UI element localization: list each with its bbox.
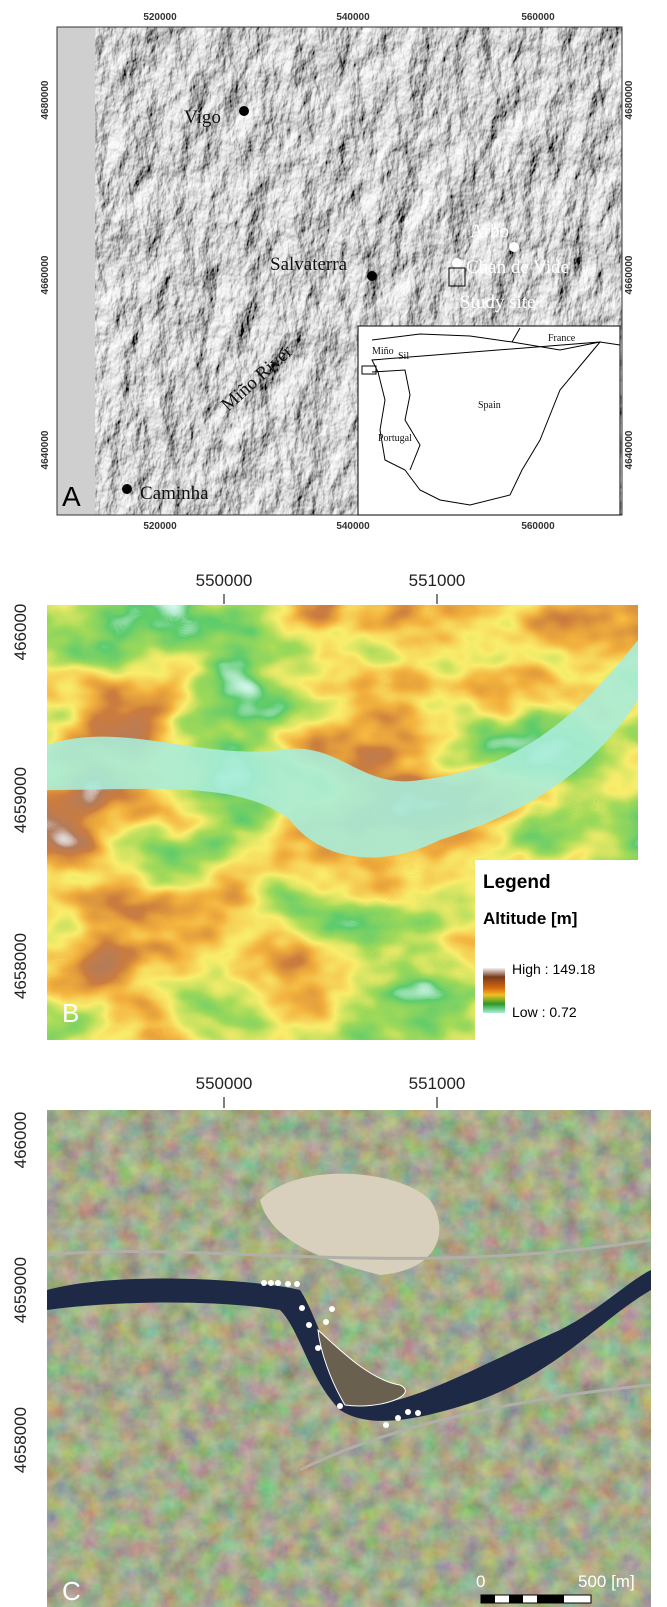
tick-label: 4640000 xyxy=(40,430,51,469)
tick-label: 4659000 xyxy=(11,767,30,833)
inset-label: Miño xyxy=(372,346,394,357)
place-dot xyxy=(367,271,377,281)
tick-label: 466000 xyxy=(11,1112,30,1169)
panel-label: C xyxy=(62,1576,81,1606)
legend-subtitle: Altitude [m] xyxy=(483,909,577,928)
panel-label: A xyxy=(62,481,81,512)
figure: 520000 540000 560000 520000 540000 56000… xyxy=(0,0,667,1607)
tick-label: 4660000 xyxy=(624,255,635,294)
place-dot xyxy=(122,484,132,494)
place-label: Salvaterra xyxy=(270,254,348,275)
scale-label: 500 [m] xyxy=(578,1572,635,1591)
tick-label: 4660000 xyxy=(40,255,51,294)
panel-label: B xyxy=(62,998,79,1028)
inset-label: Sil xyxy=(398,351,409,362)
tick-label: 520000 xyxy=(143,12,177,23)
tick-label: 540000 xyxy=(336,521,370,532)
tick-label: 560000 xyxy=(521,521,555,532)
place-label: Vigo xyxy=(184,107,221,128)
place-dot xyxy=(239,106,249,116)
tick-label: 560000 xyxy=(521,12,555,23)
tick-label: 4658000 xyxy=(11,933,30,999)
panel-b: 550000 551000 466000 4659000 4658000 Leg… xyxy=(11,571,638,1040)
place-label: Arbo xyxy=(470,221,509,242)
inset-map: France Spain Portugal Miño Sil xyxy=(358,326,620,515)
tick-label: 550000 xyxy=(196,571,253,590)
inset-label: Spain xyxy=(478,400,501,411)
place-dot xyxy=(509,242,519,252)
legend-colorbar xyxy=(483,968,505,1013)
place-dot xyxy=(452,258,462,268)
scale-label: 0 xyxy=(476,1572,485,1591)
tick-label: 4658000 xyxy=(11,1407,30,1473)
legend-high: High : 149.18 xyxy=(512,961,595,977)
tick-label: 540000 xyxy=(336,12,370,23)
tick-label: 4640000 xyxy=(624,430,635,469)
inset-label: France xyxy=(548,333,576,344)
inset-label: Portugal xyxy=(378,433,412,444)
tick-label: 520000 xyxy=(143,521,177,532)
tick-label: 551000 xyxy=(409,571,466,590)
place-label: Caminha xyxy=(140,483,209,504)
panel-a: 520000 540000 560000 520000 540000 56000… xyxy=(40,12,635,532)
panel-c: 550000 551000 466000 4659000 4658000 0 5… xyxy=(11,1074,651,1607)
legend-title: Legend xyxy=(483,872,551,893)
legend-low: Low : 0.72 xyxy=(512,1004,577,1020)
tick-label: 551000 xyxy=(409,1074,466,1093)
scale-bar xyxy=(481,1595,591,1603)
place-label: Chan de Vide xyxy=(466,257,569,278)
tick-label: 466000 xyxy=(11,604,30,661)
tick-label: 4680000 xyxy=(40,80,51,119)
place-label: Study site xyxy=(460,292,535,313)
tick-label: 4659000 xyxy=(11,1257,30,1323)
tick-label: 550000 xyxy=(196,1074,253,1093)
tick-label: 4680000 xyxy=(624,80,635,119)
